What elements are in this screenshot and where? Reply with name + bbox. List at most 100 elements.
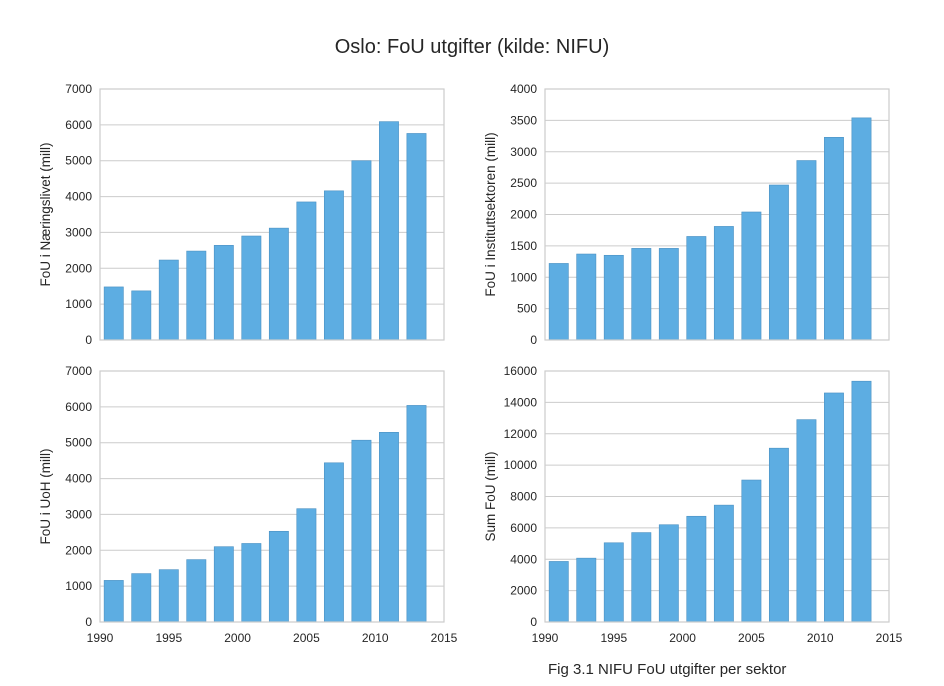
bar	[103, 286, 124, 341]
bar	[603, 542, 624, 623]
y-axis-label: Sum FoU (mill)	[483, 452, 498, 542]
bar	[658, 524, 679, 623]
bar	[548, 561, 569, 623]
bar	[131, 290, 152, 341]
bar	[186, 559, 207, 623]
y-tick-label: 1000	[510, 270, 537, 284]
bar	[103, 580, 124, 623]
y-tick-label: 3000	[65, 225, 92, 239]
y-tick-label: 16000	[504, 364, 538, 378]
figure-caption: Fig 3.1 NIFU FoU utgifter per sektor	[548, 661, 787, 678]
plot-frame	[544, 370, 890, 623]
y-tick-label: 1000	[65, 579, 92, 593]
x-tick-label: 1990	[532, 631, 559, 645]
bar	[631, 532, 652, 623]
x-tick-label: 1995	[600, 631, 627, 645]
chart-panel-naeringslivet: 0 1000 2000 3000 4000 5000 6000 7000 FoU i Nærin…	[38, 82, 445, 347]
bar	[768, 447, 789, 623]
y-tick-label: 3500	[510, 113, 537, 127]
x-tick-label: 2005	[738, 631, 765, 645]
plot-frame	[99, 88, 445, 341]
y-tick-label: 1500	[510, 239, 537, 253]
bar	[713, 504, 734, 623]
bar	[713, 226, 734, 341]
bar	[851, 117, 872, 341]
y-tick-label: 500	[517, 302, 537, 316]
bar	[796, 419, 817, 623]
bar	[268, 227, 289, 341]
y-tick-label: 5000	[65, 154, 92, 168]
bar	[351, 439, 372, 623]
bar	[131, 573, 152, 623]
bar	[379, 121, 399, 341]
bar	[768, 184, 789, 341]
y-tick-label: 0	[530, 333, 537, 347]
y-tick-label: 6000	[65, 118, 92, 132]
y-tick-label: 10000	[504, 458, 538, 472]
bar	[576, 557, 597, 623]
x-tick-label: 2015	[876, 631, 903, 645]
y-axis-label: FoU i Næringslivet (mill)	[38, 142, 53, 286]
bar	[213, 546, 234, 623]
bar	[603, 254, 624, 341]
figure-title: Oslo: FoU utgifter (kilde: NIFU)	[334, 36, 610, 58]
y-tick-label: 3000	[510, 145, 537, 159]
bar	[851, 380, 872, 623]
bar	[406, 405, 427, 623]
bar	[658, 248, 679, 341]
y-tick-label: 8000	[510, 490, 537, 504]
bar	[241, 543, 262, 623]
bar	[213, 245, 234, 341]
chart-panel-uoh: 0 1000 2000 3000 4000 5000 6000 7000 1990 1995 200…	[38, 364, 458, 645]
y-tick-label: 14000	[504, 395, 538, 409]
chart-panel-instituttsektoren: 0 500 1000 1500 2000 2500 3000 3500 4000 FoU i In…	[483, 82, 890, 347]
bar	[686, 515, 707, 623]
y-tick-label: 0	[85, 615, 92, 629]
bar	[241, 235, 262, 341]
y-tick-label: 7000	[65, 364, 92, 378]
bar	[741, 479, 762, 623]
bar	[158, 259, 179, 341]
bar	[158, 569, 179, 623]
plot-frame	[544, 88, 890, 341]
x-tick-label: 2015	[431, 631, 458, 645]
bar	[686, 236, 707, 341]
y-tick-label: 4000	[65, 190, 92, 204]
bar	[824, 137, 844, 341]
x-tick-label: 2010	[807, 631, 834, 645]
y-tick-label: 0	[530, 615, 537, 629]
bar	[351, 160, 372, 341]
y-tick-label: 7000	[65, 82, 92, 96]
x-tick-label: 2000	[669, 631, 696, 645]
x-tick-label: 2010	[362, 631, 389, 645]
y-tick-label: 1000	[65, 297, 92, 311]
y-tick-label: 4000	[65, 472, 92, 486]
plot-frame	[99, 370, 445, 623]
bar	[406, 133, 427, 341]
x-tick-label: 2005	[293, 631, 320, 645]
bar	[548, 263, 569, 341]
x-tick-label: 2000	[224, 631, 251, 645]
y-tick-label: 4000	[510, 82, 537, 96]
y-tick-label: 6000	[65, 400, 92, 414]
bar	[268, 530, 289, 623]
bar	[741, 211, 762, 341]
y-axis-label: FoU i UoH (mill)	[38, 449, 53, 545]
bar	[296, 201, 317, 341]
bar	[186, 250, 207, 341]
y-tick-label: 4000	[510, 552, 537, 566]
y-tick-label: 0	[85, 333, 92, 347]
bar	[379, 432, 399, 623]
bar	[576, 253, 597, 341]
y-tick-label: 12000	[504, 427, 538, 441]
y-tick-label: 5000	[65, 436, 92, 450]
bar	[296, 508, 317, 623]
bar	[323, 190, 344, 341]
y-tick-label: 3000	[65, 507, 92, 521]
y-tick-label: 6000	[510, 521, 537, 535]
y-tick-label: 2000	[65, 543, 92, 557]
y-tick-label: 2000	[65, 261, 92, 275]
y-tick-label: 2500	[510, 176, 537, 190]
y-tick-label: 2000	[510, 208, 537, 222]
